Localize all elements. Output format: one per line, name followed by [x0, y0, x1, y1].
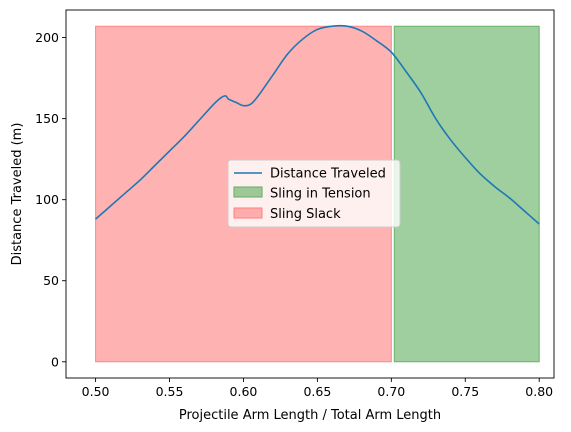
y-axis: 0 50 100 150 200 — [35, 30, 66, 369]
legend-label-sling-in-tension: Sling in Tension — [270, 187, 371, 202]
legend-swatch-sling-in-tension — [233, 186, 263, 198]
y-tick-label: 100 — [35, 192, 59, 207]
x-tick-label: 0.80 — [525, 384, 553, 399]
x-tick-label: 0.55 — [156, 384, 184, 399]
legend: Distance Traveled Sling in Tension Sling… — [227, 159, 401, 228]
y-axis-label: Distance Traveled (m) — [10, 123, 25, 266]
legend-label-sling-slack: Sling Slack — [270, 207, 341, 222]
x-axis-label: Projectile Arm Length / Total Arm Length — [179, 408, 441, 423]
region-sling-in-tension — [393, 25, 540, 363]
y-tick-label: 50 — [43, 273, 59, 288]
y-tick-label: 200 — [35, 30, 59, 45]
legend-label-distance-traveled: Distance Traveled — [270, 167, 386, 182]
x-tick-label: 0.70 — [377, 384, 405, 399]
series-layer — [95, 24, 540, 225]
y-tick-label: 150 — [35, 111, 59, 126]
legend-swatch-sling-slack — [233, 207, 263, 219]
x-tick-label: 0.65 — [303, 384, 331, 399]
y-tick-label: 0 — [51, 354, 59, 369]
plot-frame — [65, 9, 555, 379]
x-tick-label: 0.75 — [451, 384, 479, 399]
series-line-distance-traveled — [95, 24, 540, 225]
legend-box — [227, 159, 401, 228]
x-tick-label: 0.60 — [230, 384, 258, 399]
x-tick-label: 0.50 — [82, 384, 110, 399]
x-axis: 0.50 0.55 0.60 0.65 0.70 0.75 0.80 — [82, 378, 553, 399]
